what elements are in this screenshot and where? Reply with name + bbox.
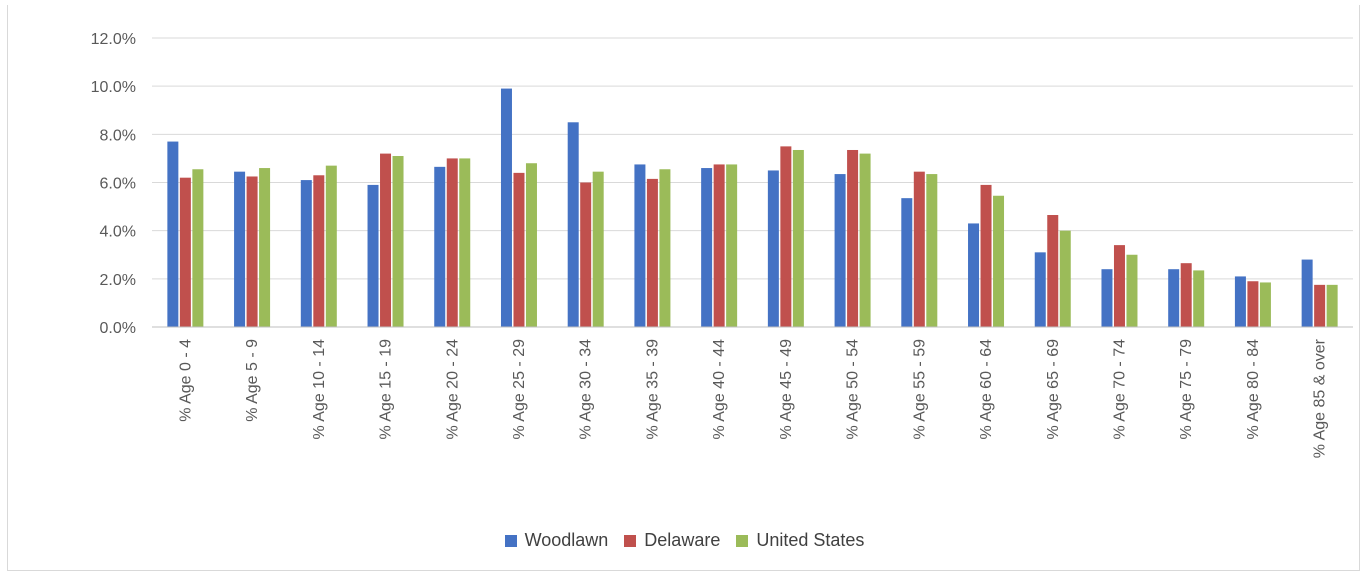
x-tick-label: % Age 60 - 64	[978, 339, 995, 440]
bar-united-states	[926, 174, 938, 327]
bar-woodlawn	[1234, 276, 1246, 327]
bar-delaware	[580, 182, 592, 327]
x-tick-label: % Age 50 - 54	[845, 339, 862, 440]
bar-united-states	[659, 169, 671, 327]
y-tick-label: 6.0%	[100, 176, 136, 193]
x-tick-label: % Age 20 - 24	[444, 339, 461, 440]
legend-item-united-states: United States	[736, 530, 864, 551]
x-tick-label: % Age 55 - 59	[911, 339, 928, 440]
bar-woodlawn	[701, 168, 713, 327]
bar-united-states	[525, 163, 537, 327]
bar-woodlawn	[1034, 252, 1046, 327]
bar-woodlawn	[167, 141, 179, 327]
bar-delaware	[246, 176, 258, 327]
x-tick-label: % Age 35 - 39	[644, 339, 661, 440]
x-tick-label: % Age 80 - 84	[1245, 339, 1262, 440]
bar-woodlawn	[500, 88, 512, 327]
bar-united-states	[993, 195, 1005, 327]
bar-united-states	[592, 171, 604, 327]
legend-swatch-united-states	[736, 534, 749, 547]
x-tick-label: % Age 0 - 4	[177, 339, 194, 422]
bar-woodlawn	[968, 223, 980, 327]
x-tick-label: % Age 15 - 19	[378, 339, 395, 440]
bars	[152, 88, 1353, 328]
bar-united-states	[859, 153, 871, 327]
bar-delaware	[179, 177, 191, 327]
bar-united-states	[392, 156, 404, 327]
bar-delaware	[780, 146, 792, 327]
legend-label-delaware: Delaware	[644, 530, 721, 550]
legend-swatch-delaware	[624, 534, 637, 547]
x-tick-label: % Age 70 - 74	[1111, 339, 1128, 440]
x-tick-label: % Age 40 - 44	[711, 339, 728, 440]
bar-delaware	[513, 172, 525, 327]
bar-delaware	[646, 178, 658, 327]
bar-united-states	[1326, 284, 1338, 327]
x-tick-label: % Age 30 - 34	[578, 339, 595, 440]
bar-united-states	[325, 165, 337, 327]
y-tick-label: 12.0%	[91, 31, 136, 48]
bar-delaware	[380, 153, 392, 327]
bar-delaware	[847, 149, 859, 327]
bar-united-states	[459, 158, 471, 327]
bar-delaware	[446, 158, 458, 327]
bar-delaware	[1314, 284, 1326, 327]
bar-united-states	[259, 168, 271, 327]
bar-delaware	[913, 171, 925, 327]
y-tick-label: 2.0%	[100, 272, 136, 289]
bar-united-states	[726, 164, 738, 327]
bar-delaware	[980, 184, 992, 327]
legend-item-woodlawn: Woodlawn	[504, 530, 609, 551]
x-tick-label: % Age 75 - 79	[1178, 339, 1195, 440]
y-axis-tick-labels: 0.0% 2.0% 4.0% 6.0% 8.0% 10.0% 12.0%	[91, 31, 136, 337]
bar-united-states	[792, 149, 804, 327]
y-tick-label: 8.0%	[100, 127, 136, 144]
bar-woodlawn	[567, 122, 579, 328]
bar-united-states	[1126, 254, 1138, 327]
legend: Woodlawn Delaware United States	[0, 530, 1369, 551]
bar-united-states	[1259, 282, 1271, 327]
bar-united-states	[192, 169, 204, 327]
x-tick-label: % Age 85 & over	[1312, 338, 1329, 458]
x-tick-label: % Age 5 - 9	[244, 339, 261, 422]
y-tick-label: 0.0%	[100, 320, 136, 337]
bar-united-states	[1193, 270, 1205, 327]
bar-woodlawn	[1301, 259, 1313, 327]
legend-item-delaware: Delaware	[624, 530, 720, 551]
x-tick-label: % Age 25 - 29	[511, 339, 528, 440]
bar-delaware	[1047, 215, 1059, 327]
bar-woodlawn	[1101, 269, 1113, 327]
bar-woodlawn	[767, 170, 779, 327]
bar-woodlawn	[634, 164, 646, 327]
bar-woodlawn	[1168, 269, 1180, 327]
bar-delaware	[713, 164, 725, 327]
bar-united-states	[1059, 230, 1071, 327]
legend-label-united-states: United States	[756, 530, 865, 550]
y-tick-label: 4.0%	[100, 224, 136, 241]
y-tick-label: 10.0%	[91, 79, 136, 96]
bar-woodlawn	[434, 166, 446, 327]
bar-woodlawn	[234, 171, 246, 327]
x-tick-label: % Age 10 - 14	[311, 339, 328, 440]
bar-woodlawn	[300, 180, 312, 327]
legend-label-woodlawn: Woodlawn	[524, 530, 609, 550]
bar-woodlawn	[834, 174, 846, 327]
bar-woodlawn	[901, 198, 913, 327]
legend-swatch-woodlawn	[504, 534, 517, 547]
bar-delaware	[313, 175, 325, 327]
x-tick-label: % Age 45 - 49	[778, 339, 795, 440]
bar-woodlawn	[367, 184, 379, 327]
bar-delaware	[1180, 263, 1192, 327]
x-axis-tick-labels: % Age 0 - 4 % Age 5 - 9 % Age 10 - 14 % Age…	[177, 338, 1328, 458]
bar-delaware	[1113, 245, 1125, 327]
bar-chart: 0.0% 2.0% 4.0% 6.0% 8.0% 10.0% 12.0% % Age 0 -…	[91, 31, 1353, 458]
x-tick-label: % Age 65 - 69	[1045, 339, 1062, 440]
bar-delaware	[1247, 281, 1259, 327]
